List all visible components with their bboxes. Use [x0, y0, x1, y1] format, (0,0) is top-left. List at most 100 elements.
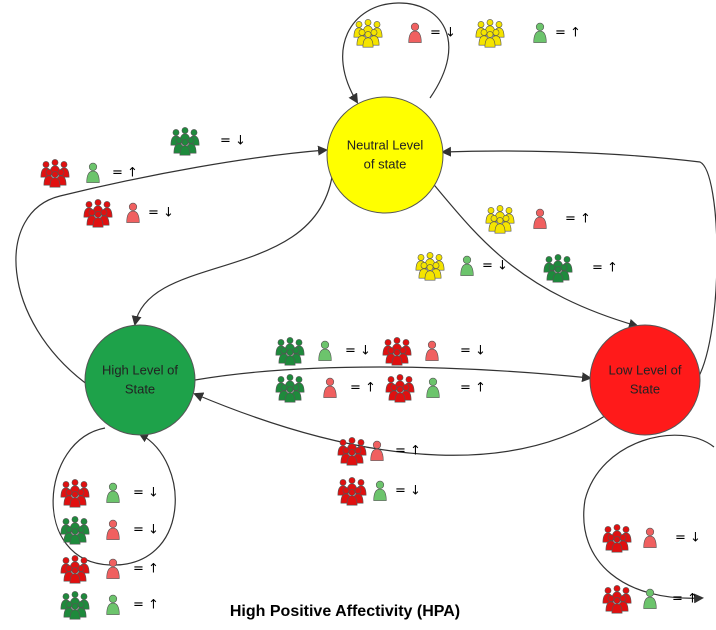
arrow-low-neutral	[441, 146, 716, 379]
person-body	[69, 573, 81, 584]
person-body	[391, 355, 403, 366]
person-head	[387, 376, 395, 383]
loop-neutral	[342, 2, 450, 104]
person-icon	[643, 588, 657, 609]
crowd-icon	[60, 516, 90, 545]
annotation: = ↓	[415, 252, 508, 281]
person-body	[611, 542, 623, 553]
crowd-icon	[83, 199, 113, 228]
node-high	[84, 324, 196, 436]
person-body	[362, 37, 374, 48]
person-head	[172, 129, 180, 136]
annotation-text: = ↓	[133, 486, 159, 501]
person-head	[384, 339, 392, 346]
annotation-text: = ↑	[592, 261, 618, 276]
person-head	[71, 491, 79, 498]
person-head	[645, 527, 655, 536]
node-label: High Level of	[102, 362, 178, 377]
loop-low	[583, 434, 715, 604]
person-head	[607, 595, 615, 602]
crowd-icon	[543, 254, 573, 283]
annotation-text: = ↓	[430, 26, 456, 41]
person-head	[295, 376, 303, 383]
person-head	[487, 207, 495, 214]
person-head	[85, 201, 93, 208]
person-head	[292, 347, 300, 354]
annotation-text: = ↑	[555, 26, 581, 41]
annotation: = ↑	[60, 555, 159, 584]
crowd-icon	[485, 205, 515, 234]
crowd-icon	[475, 19, 505, 48]
person-icon	[126, 202, 140, 223]
person-head	[427, 340, 437, 349]
person-icon	[643, 527, 657, 548]
person-head	[619, 595, 627, 602]
annotation-text: = ↑	[565, 212, 591, 227]
person-head	[280, 384, 288, 391]
person-head	[62, 557, 70, 564]
person-head	[103, 201, 111, 208]
annotation: = ↓	[275, 337, 371, 366]
crowd-icon	[60, 479, 90, 508]
person-head	[71, 555, 79, 562]
person-body	[394, 392, 406, 403]
person-head	[100, 209, 108, 216]
person-icon	[460, 255, 474, 276]
crowd-icon	[60, 555, 90, 584]
person-icon	[426, 377, 440, 398]
person-head	[62, 593, 70, 600]
person-body	[126, 210, 140, 223]
annotation-text: = ↑	[112, 166, 138, 181]
person-body	[69, 497, 81, 508]
person-head	[399, 347, 407, 354]
node-label: Low Level of	[609, 362, 682, 377]
annotation: = ↓	[382, 337, 486, 366]
person-body	[552, 272, 564, 283]
person-head	[375, 480, 385, 489]
node-label: State	[125, 381, 155, 396]
annotation: = ↑	[543, 254, 618, 283]
person-body	[370, 448, 384, 461]
person-head	[563, 256, 571, 263]
person-head	[496, 205, 504, 212]
person-head	[71, 567, 79, 574]
person-head	[65, 489, 73, 496]
person-head	[432, 262, 440, 269]
person-head	[604, 526, 612, 533]
person-icon	[106, 482, 120, 503]
arrow-high-neutral	[15, 145, 328, 386]
person-head	[480, 29, 488, 36]
person-head	[492, 29, 500, 36]
annotation: = ↑	[385, 374, 486, 403]
person-icon	[370, 440, 384, 461]
person-head	[545, 256, 553, 263]
annotation: = ↓	[170, 127, 246, 156]
person-icon	[323, 377, 337, 398]
person-head	[548, 264, 556, 271]
annotation-text: = ↓	[460, 344, 486, 359]
person-head	[77, 565, 85, 572]
person-head	[280, 347, 288, 354]
person-head	[495, 21, 503, 28]
person-head	[357, 479, 365, 486]
annotations: = ↓ = ↑ = ↓ = ↑ = ↓ = ↑ = ↓ = ↑ = ↓ = ↓ = ↑ = ↑ = ↑ =…	[40, 19, 701, 620]
person-head	[535, 208, 545, 217]
person-head	[71, 516, 79, 523]
crowd-icon	[385, 374, 415, 403]
person-body	[179, 145, 191, 156]
person-body	[106, 566, 120, 579]
crowd-icon	[275, 374, 305, 403]
person-icon	[106, 594, 120, 615]
person-icon	[373, 480, 387, 501]
annotation-text: = ↓	[133, 523, 159, 538]
annotation-text: = ↑	[133, 562, 159, 577]
annotation: = ↓	[337, 477, 421, 506]
person-body	[69, 609, 81, 620]
crowd-icon	[602, 585, 632, 614]
person-head	[277, 339, 285, 346]
person-head	[325, 377, 335, 386]
person-head	[387, 347, 395, 354]
person-head	[417, 254, 425, 261]
person-head	[535, 22, 545, 31]
